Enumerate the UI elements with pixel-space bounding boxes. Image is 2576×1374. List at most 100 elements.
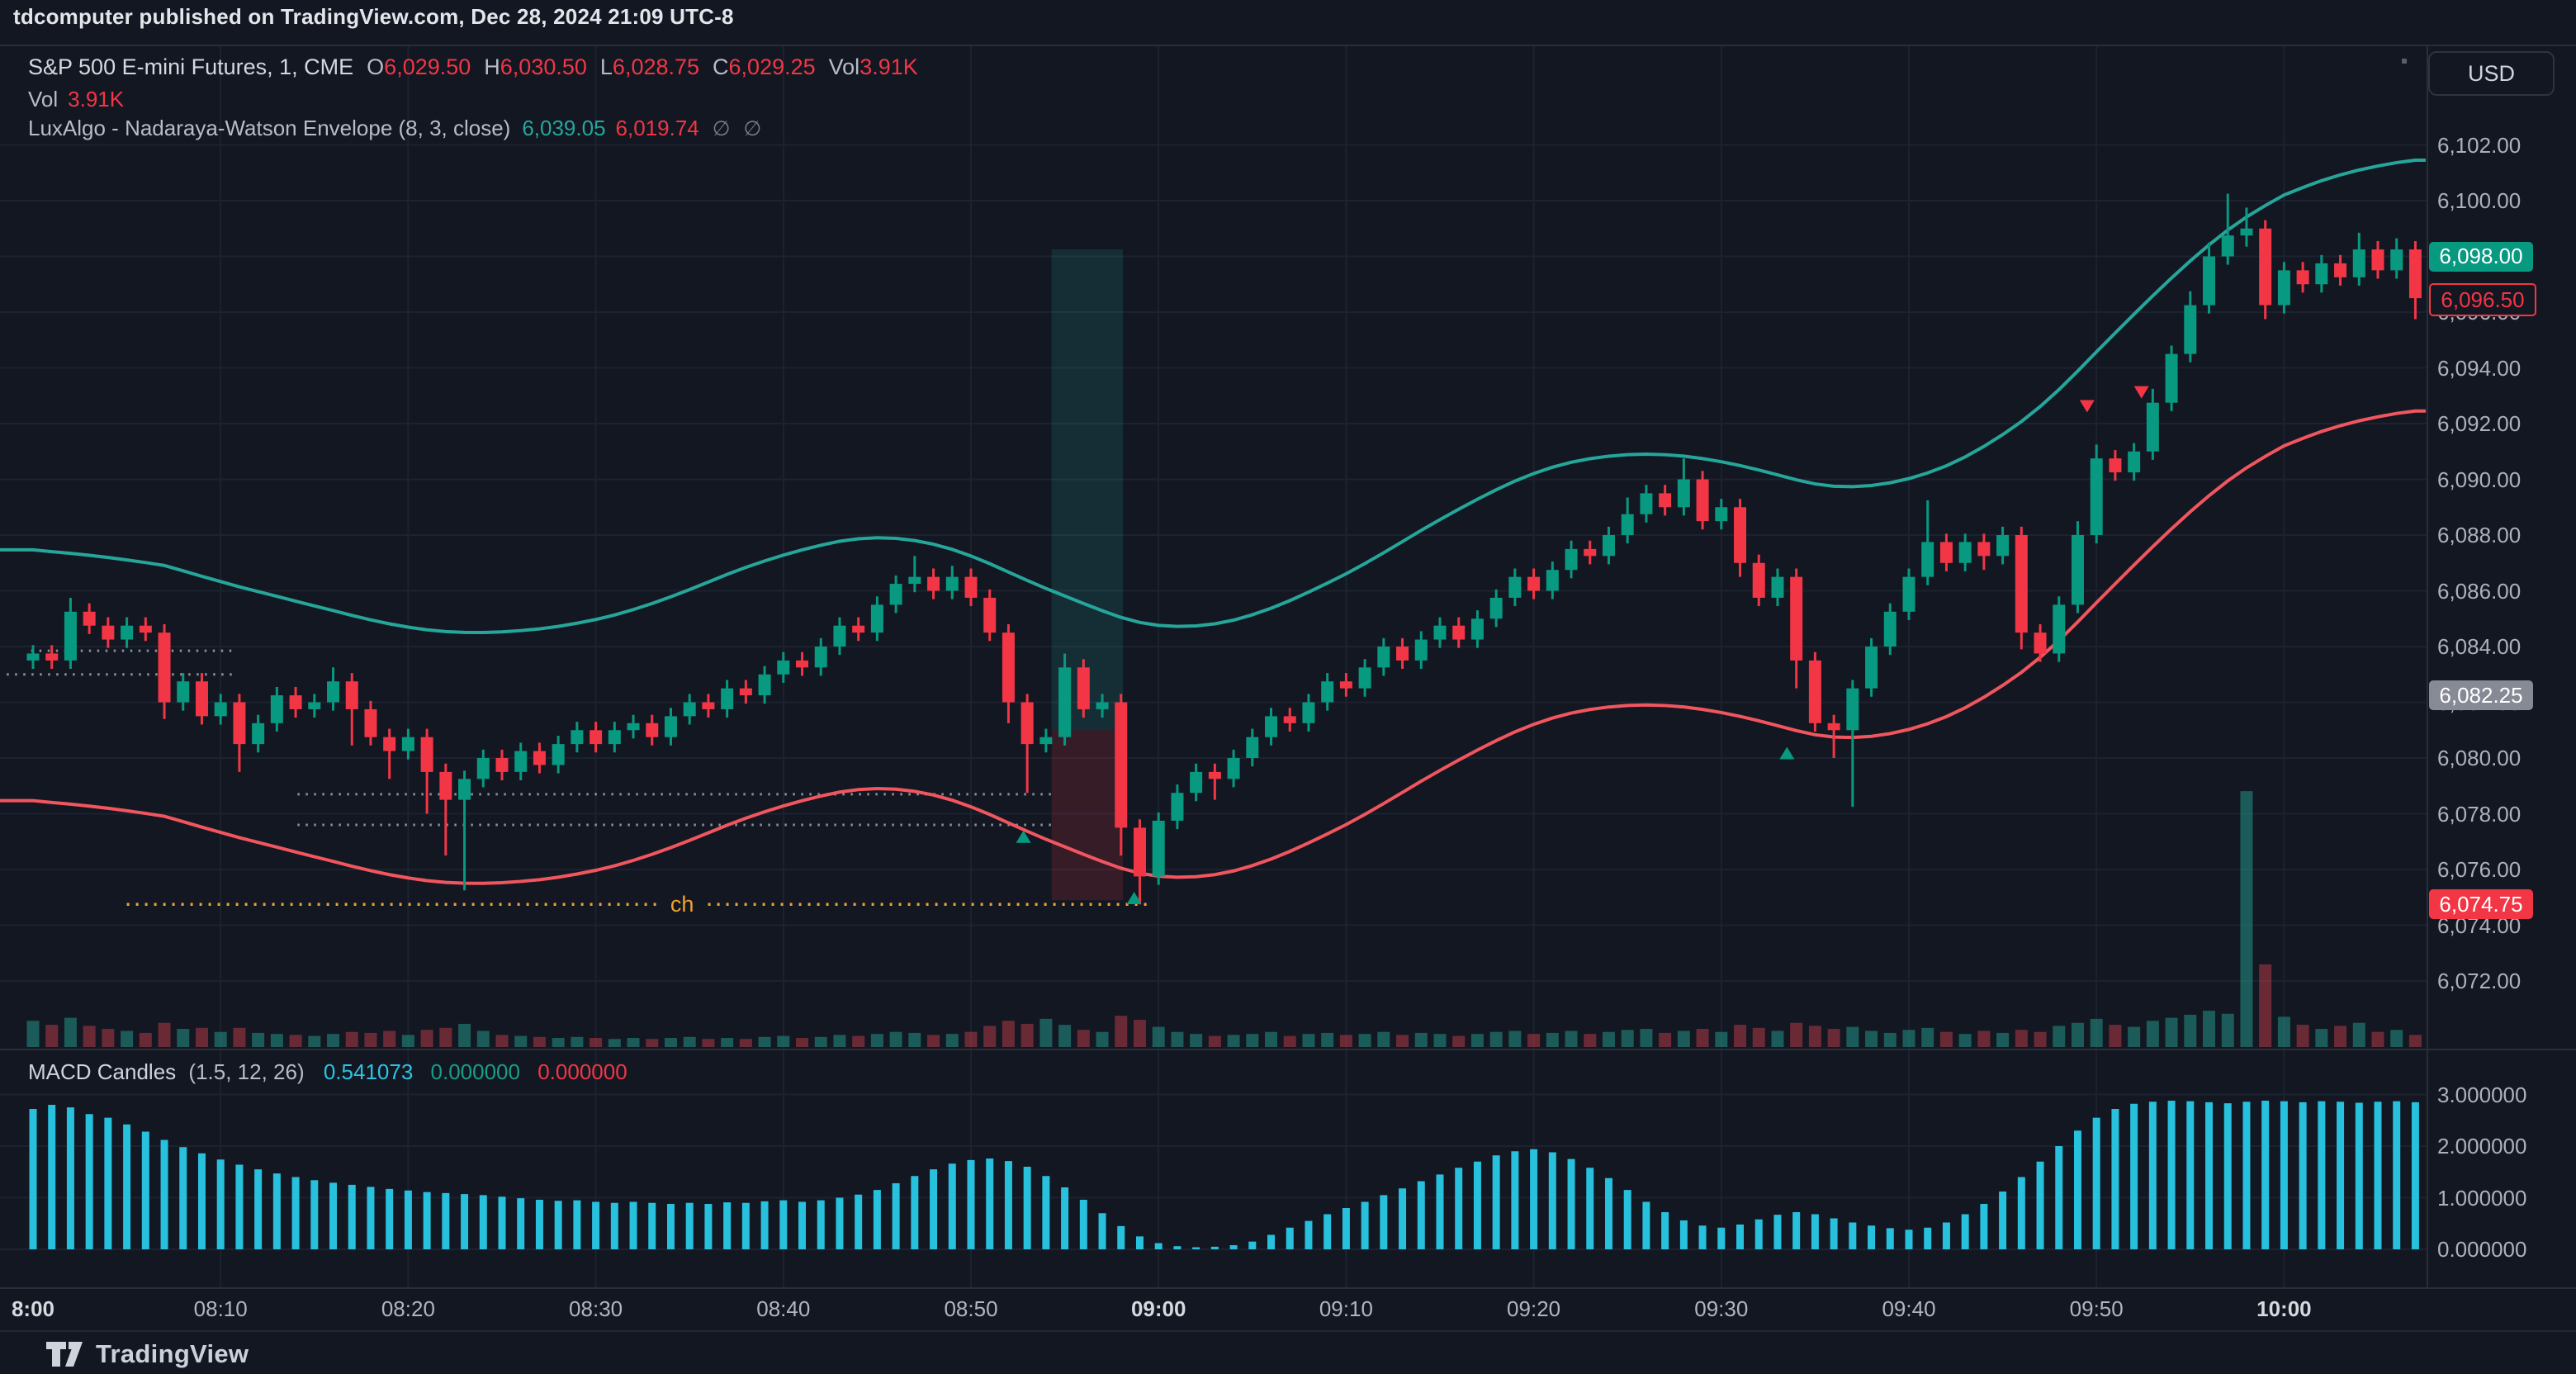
macd-bar [1436,1174,1444,1249]
macd-bar [911,1176,919,1249]
time-tick-label: 08:20 [381,1296,435,1321]
indicator-legend[interactable]: LuxAlgo - Nadaraya-Watson Envelope (8, 3… [28,116,761,141]
ohlc-key: L [599,54,613,79]
macd-bar [141,1131,149,1249]
volume-value: 3.91K [68,87,125,111]
macd-bar [1098,1213,1106,1249]
macd-bar [1455,1168,1463,1249]
volume-bar [1039,1018,1053,1047]
volume-bar [2408,1035,2422,1047]
candle-body [252,723,265,745]
volume-bar [1246,1034,1259,1047]
candle-body [2408,249,2422,299]
volume-bar [1696,1029,1709,1047]
currency-unit-button[interactable]: USD [2428,51,2555,96]
volume-bar [2334,1026,2347,1047]
volume-bar [1996,1032,2010,1047]
candle-body [2221,235,2234,257]
volume-bar [1227,1035,1240,1047]
volume-bar [758,1036,771,1047]
volume-bar [2315,1029,2328,1047]
volume-bar [1846,1026,1859,1047]
macd-bar [2280,1101,2288,1249]
candle-body [383,737,396,751]
time-tick-label: 09:20 [1507,1296,1561,1321]
indicator-title[interactable]: LuxAlgo - Nadaraya-Watson Envelope (8, 3… [28,116,511,140]
macd-bar [685,1202,694,1249]
symbol-title[interactable]: S&P 500 E-mini Futures, 1, CME [28,54,354,79]
volume-legend[interactable]: Vol 3.91K [28,87,124,112]
macd-bar [1380,1195,1388,1249]
candle-body [1808,660,1821,723]
volume-bar [1489,1031,1503,1047]
time-tick-label: 09:10 [1319,1296,1373,1321]
candle-body [1246,737,1259,758]
price-tick-label: 6,078.00 [2437,801,2522,827]
volume-bar [2352,1022,2365,1047]
macd-bar [1361,1201,1369,1249]
candle-body [1977,542,1991,557]
volume-bar [2371,1031,2384,1047]
candle-body [364,708,377,737]
macd-bar [1473,1161,1481,1249]
macd-bar [1023,1167,1031,1249]
macd-bar [930,1169,938,1249]
tradingview-logo-icon[interactable] [46,1341,84,1367]
macd-bar [1905,1229,1913,1249]
macd-bar [2411,1102,2419,1249]
volume-bar [833,1035,846,1047]
macd-legend[interactable]: MACD Candles (1.5, 12, 26) 0.541073 0.00… [28,1059,627,1085]
macd-bar [2036,1161,2044,1249]
candle-body [1752,562,1765,598]
macd-bar [1417,1181,1425,1249]
macd-bar [1754,1219,1763,1249]
candle-body [2203,256,2216,306]
macd-bar [367,1187,375,1249]
volume-bar [646,1039,659,1047]
macd-bar [1980,1204,1988,1249]
volume-bar [364,1032,377,1047]
macd-title[interactable]: MACD Candles [28,1059,177,1084]
macd-bar [573,1200,581,1249]
indicator-disabled-icon: ∅ [743,116,762,140]
time-tick-label: 09:40 [1882,1296,1936,1321]
candle-body [1827,723,1840,731]
macd-bar [1924,1227,1932,1249]
symbol-legend[interactable]: S&P 500 E-mini Futures, 1, CME O6,029.50… [28,54,918,80]
projection-band-down [1051,730,1124,901]
volume-bar [308,1035,321,1047]
macd-bar [1604,1177,1612,1249]
volume-bar [964,1031,978,1047]
volume-bar [1659,1032,1672,1047]
volume-bar [1734,1025,1747,1047]
candle-body [1846,688,1859,731]
candle-body [439,771,452,800]
candle-body [1339,681,1352,689]
volume-bar [476,1030,490,1047]
volume-bar [1171,1031,1184,1047]
tradingview-brand-text[interactable]: TradingView [96,1338,249,1368]
macd-bar [272,1173,281,1249]
candle-body [2184,305,2197,354]
volume-bar [158,1022,171,1047]
volume-bar [2240,791,2253,1047]
macd-bar [723,1202,732,1249]
volume-bar [214,1031,227,1047]
candle-body [571,730,584,745]
price-tick-label: 6,092.00 [2437,411,2522,436]
volume-bar [552,1038,565,1047]
candle-body [2053,604,2066,654]
volume-bar [2034,1031,2047,1047]
volume-bar [1077,1030,1090,1047]
volume-bar [1302,1034,1315,1047]
volume-bar [1977,1030,1991,1047]
macd-bar [535,1200,543,1249]
candle-body [514,751,528,772]
volume-bar [1902,1030,1915,1047]
volume-bar [1527,1034,1541,1047]
publish-text: tdcomputer published on TradingView.com,… [13,4,734,29]
candle-body [1133,827,1146,877]
price-badge: 6,098.00 [2429,241,2533,272]
